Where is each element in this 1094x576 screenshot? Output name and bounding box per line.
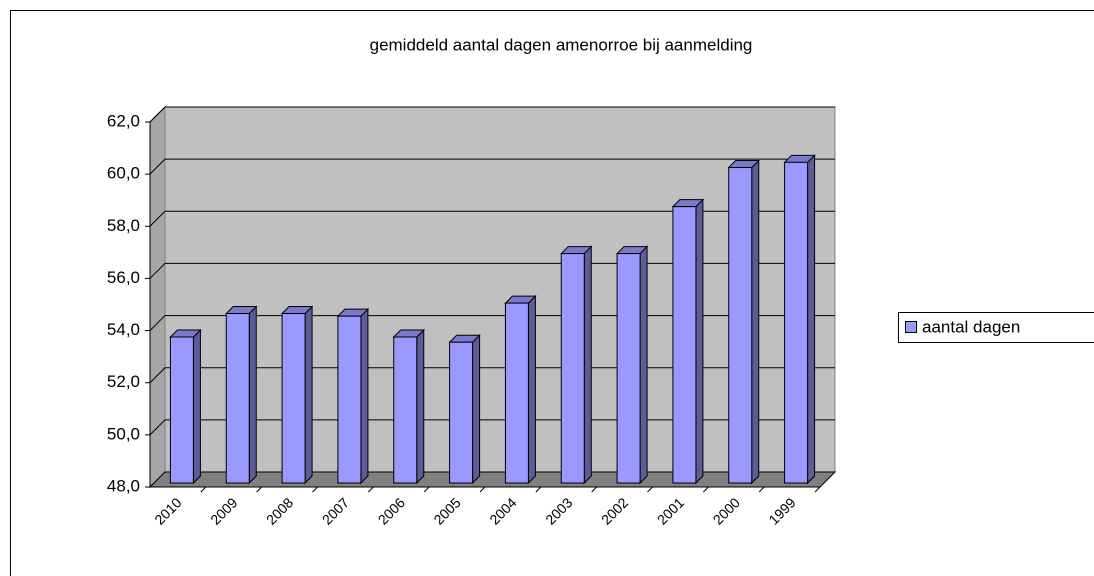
x-tick-mark [758,486,765,493]
bar-side [472,334,481,485]
x-tick-mark [479,486,486,493]
side-wall [149,105,166,489]
y-tick-label: 50,0 [107,424,140,443]
bar-side [695,198,704,485]
x-tick-mark [814,486,821,493]
x-tick-mark [312,486,318,493]
bar-side [416,328,425,485]
bar-side [248,305,257,485]
bar-side [583,245,592,485]
x-tick-mark [702,486,709,493]
bar [728,167,753,484]
y-tick-label: 60,0 [107,164,140,183]
legend-label: aantal dagen [922,317,1020,336]
bar [504,302,529,484]
y-tick-label: 48,0 [107,476,140,495]
bar-side [807,154,816,485]
bar [449,341,474,484]
bar [560,253,585,484]
bar-side [192,328,201,485]
grid-line [149,315,166,331]
grid-line [149,210,166,227]
bar [784,161,809,484]
bar-side [360,307,369,485]
bar [225,313,250,484]
x-tick-mark [647,486,653,493]
back-wall [164,106,836,473]
bar [393,336,418,484]
y-tick-label: 62,0 [107,111,140,130]
y-tick-label: 58,0 [107,216,140,235]
bar [672,206,697,484]
grid-line [149,263,166,279]
grid-line [149,158,166,175]
bar [169,336,194,484]
x-tick-mark [200,486,207,493]
y-tick-label: 52,0 [107,372,140,391]
bar-side [751,159,760,485]
y-tick-label: 56,0 [107,268,140,287]
bar-side [639,245,648,485]
bar-side [304,305,313,485]
grid-line [149,419,166,436]
bar [616,253,641,484]
legend [898,312,1094,343]
legend-swatch [905,321,917,333]
bar [337,315,362,484]
x-tick-mark [423,486,430,493]
x-tick-mark [591,486,598,493]
chart-title: gemiddeld aantal dagen amenorroe bij aan… [370,35,753,54]
x-tick-mark [535,486,542,493]
grid-line [149,106,166,123]
x-tick-mark [256,486,263,493]
grid-line [149,367,166,384]
y-tick-label: 54,0 [107,320,140,339]
bar-side [527,294,536,485]
x-tick-mark [367,486,374,493]
bar [281,313,306,484]
